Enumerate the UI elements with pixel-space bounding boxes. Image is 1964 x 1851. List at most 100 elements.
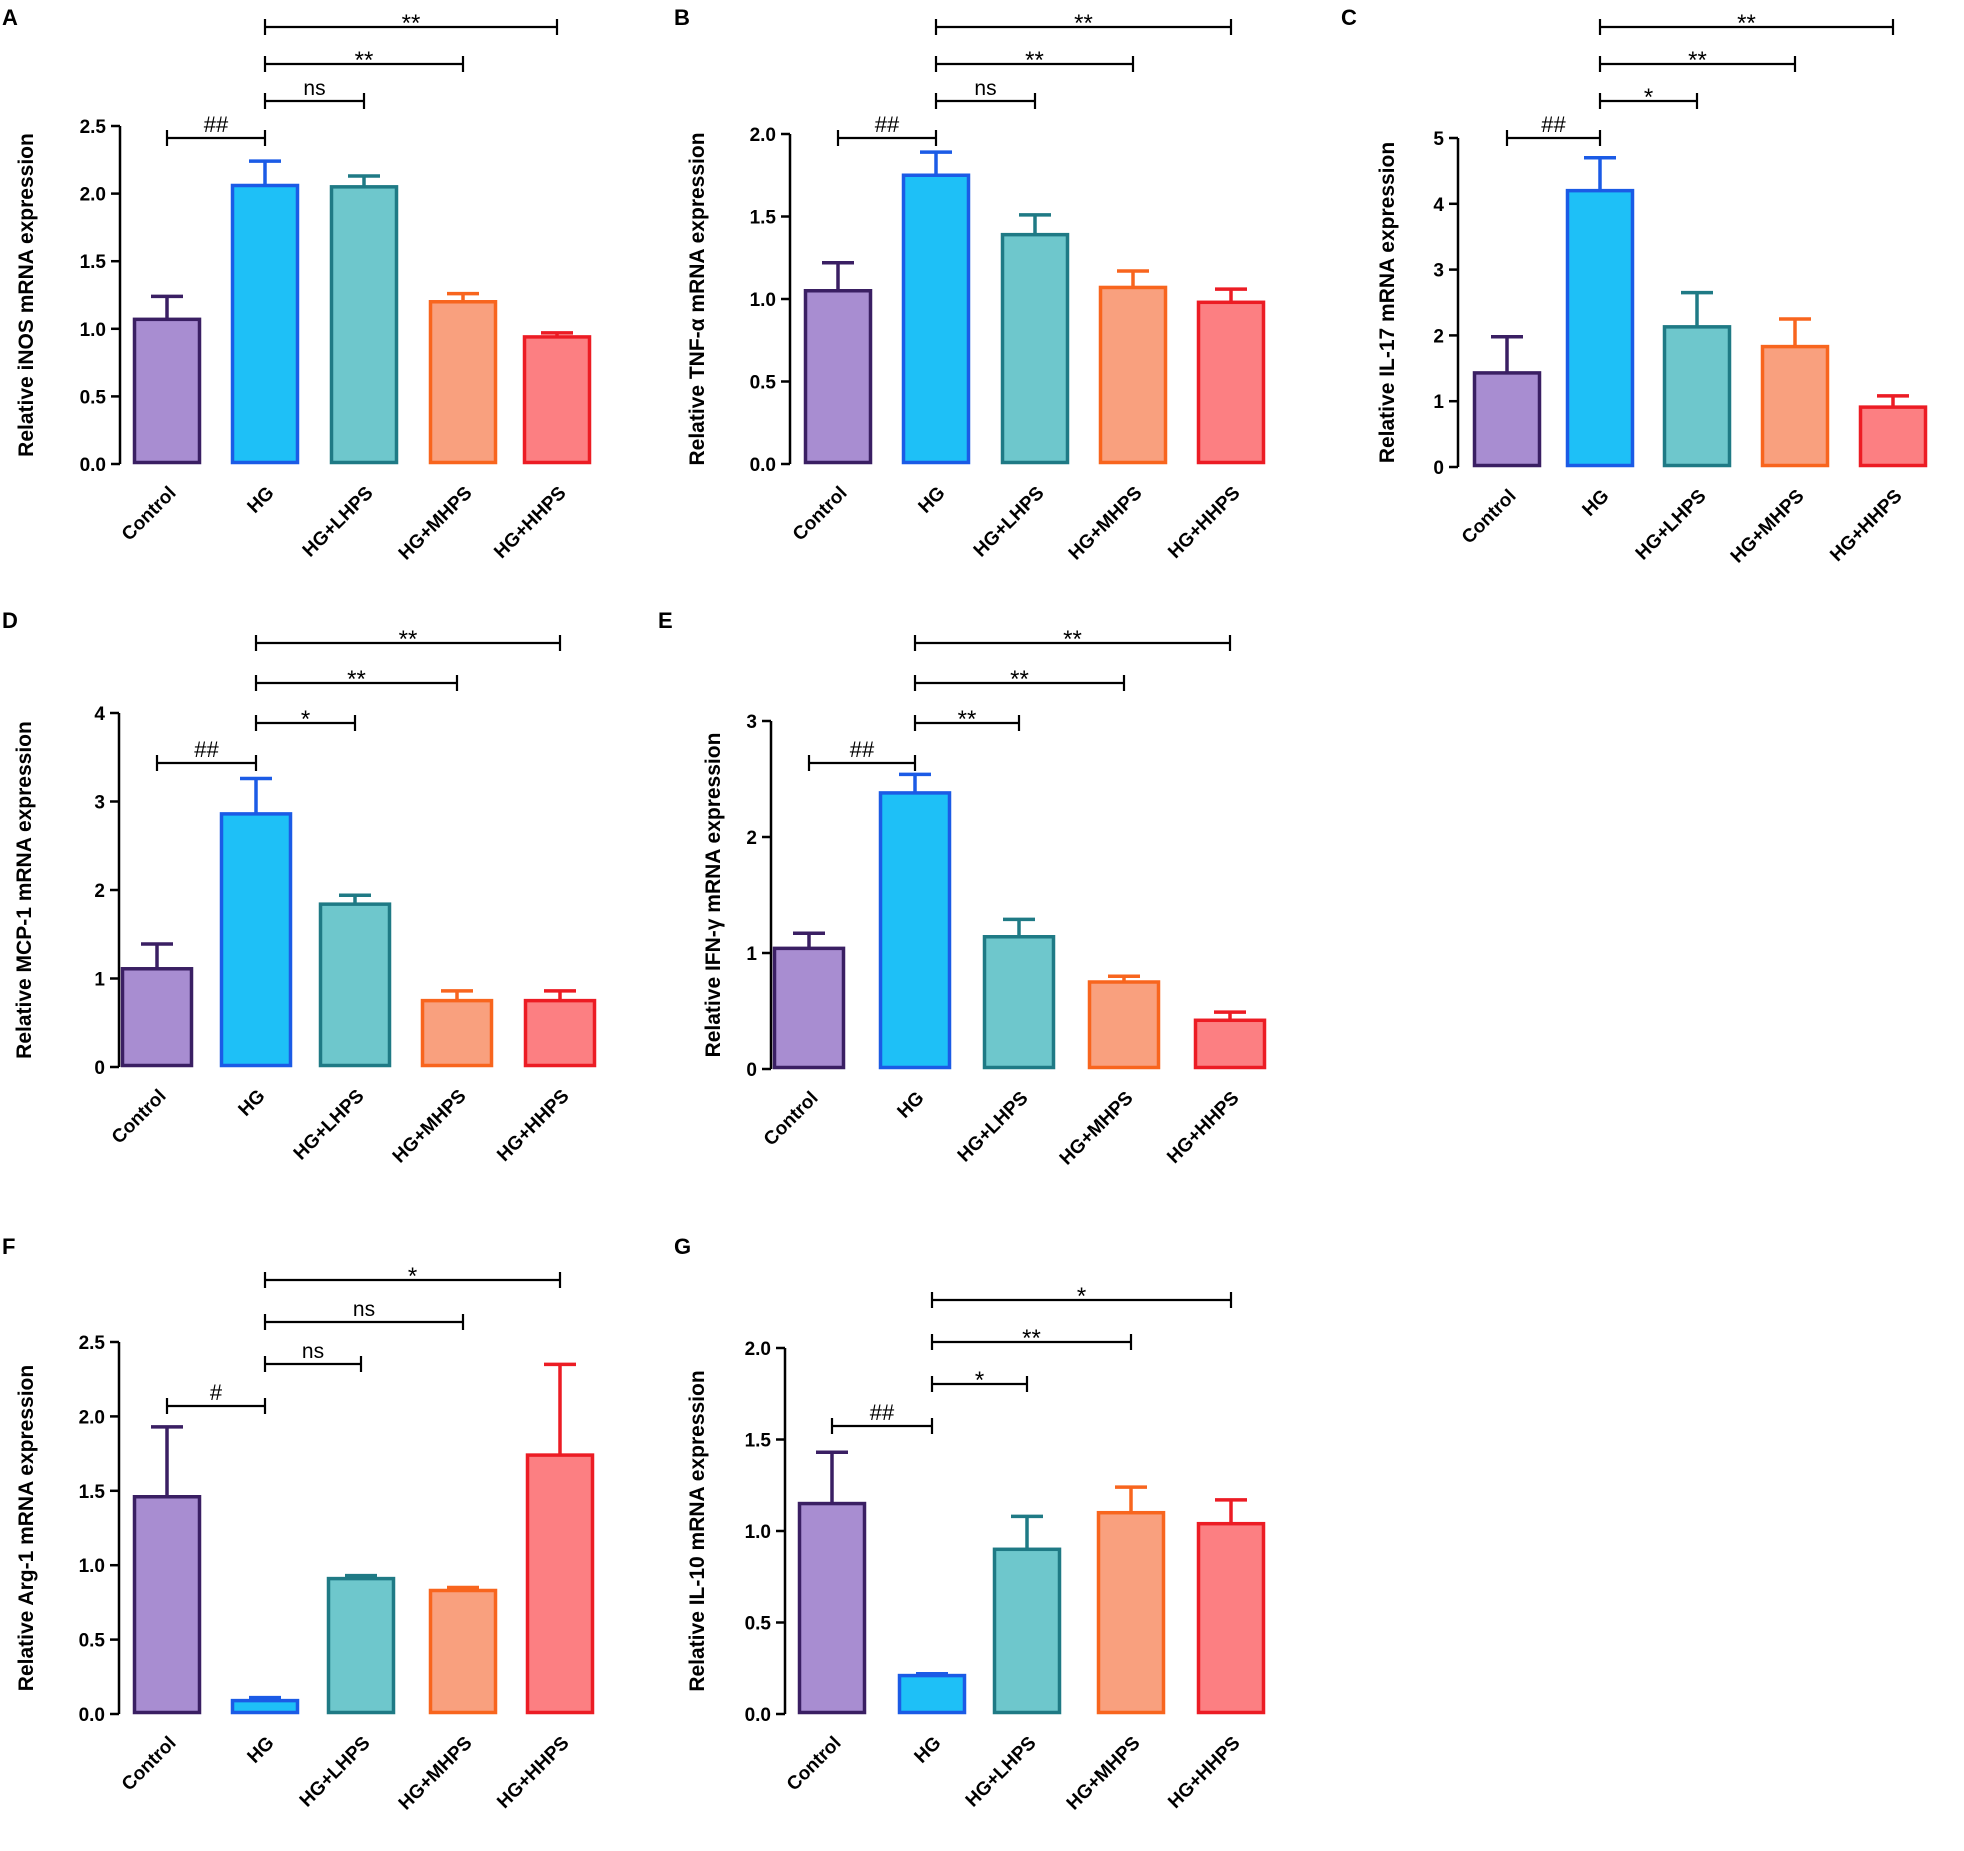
bar-hg-hhps	[525, 1453, 595, 1715]
y-tick-label: 4	[94, 704, 105, 725]
bar-hg-lhps	[326, 1576, 396, 1715]
bar-hg-mhps	[1760, 344, 1830, 468]
panel-b: B 0.0 0.5 1.0 1.5 2.0 Relative TNF-α mRNA expr…	[674, 5, 1266, 564]
bar-control	[1472, 371, 1542, 468]
y-axis-label: Relative IL-17 mRNA expression	[1376, 142, 1399, 463]
bar-hg-mhps	[1087, 980, 1161, 1070]
y-tick-label: 0	[1433, 458, 1444, 479]
bar-hg-mhps	[420, 998, 494, 1068]
x-category-label: Control	[108, 1086, 171, 1149]
x-category-label: HG	[1579, 486, 1614, 521]
panel-g: G 0.0 0.5 1.0 1.5 2.0 Relative IL-10 mRNA expr…	[674, 1234, 1266, 1814]
x-category-label: HG+LHPS	[962, 1733, 1041, 1812]
significance-label: #	[210, 1380, 223, 1405]
panel-d: D 0 1 2 3 4 Relative MCP-1 mRNA expression Cont…	[2, 608, 597, 1168]
bar-control	[803, 289, 873, 465]
x-category-label: HG+HHPS	[1163, 1088, 1243, 1168]
significance-label: ns	[974, 77, 996, 100]
significance-label: **	[1022, 1325, 1041, 1352]
significance-label: ##	[870, 1400, 895, 1425]
significance-label: **	[1063, 626, 1082, 653]
significance-label: **	[1737, 10, 1756, 37]
y-tick-label: 2.5	[79, 1333, 106, 1354]
x-category-label: HG	[894, 1088, 929, 1123]
bar-hg	[230, 183, 300, 465]
bar-hg	[219, 812, 293, 1068]
y-tick-label: 2.0	[750, 125, 776, 146]
y-axis-label: Relative Arg-1 mRNA expression	[15, 1365, 38, 1691]
y-tick-label: 2	[94, 881, 105, 902]
panel-letter: E	[658, 608, 673, 633]
significance-label: ##	[875, 112, 900, 137]
x-category-label: Control	[1458, 486, 1521, 549]
panel-letter: G	[674, 1234, 691, 1259]
y-tick-label: 1.5	[80, 252, 107, 273]
significance-label: **	[355, 47, 374, 74]
x-category-label: HG+HHPS	[1164, 483, 1244, 563]
y-axis-label: Relative IL-10 mRNA expression	[686, 1370, 709, 1691]
y-tick-label: 1.0	[80, 320, 106, 341]
bar-hg-mhps	[428, 300, 498, 465]
significance-label: ##	[850, 737, 875, 762]
x-category-label: HG+LHPS	[290, 1086, 369, 1165]
bar-hg	[901, 173, 971, 465]
bar-hg-lhps	[1662, 325, 1732, 468]
x-category-label: Control	[118, 1733, 181, 1796]
bar-control	[132, 1495, 202, 1715]
significance-label: **	[402, 10, 421, 37]
bar-hg-hhps	[1196, 1521, 1266, 1715]
bar-hg-mhps	[428, 1588, 498, 1715]
y-tick-label: 3	[94, 793, 105, 814]
x-category-label: HG+HHPS	[493, 1086, 573, 1166]
x-category-label: HG+MHPS	[1727, 486, 1809, 568]
y-tick-label: 1.5	[750, 208, 777, 229]
bar-hg	[230, 1698, 300, 1715]
y-tick-label: 0.0	[745, 1705, 771, 1726]
significance-label: **	[1074, 10, 1093, 37]
x-category-label: HG+LHPS	[296, 1733, 375, 1812]
significance-label: ##	[1541, 112, 1566, 137]
x-category-label: HG+HHPS	[493, 1733, 573, 1813]
x-category-label: HG	[915, 483, 950, 518]
x-category-label: HG+MHPS	[395, 1733, 477, 1815]
significance-label: ##	[194, 737, 219, 762]
x-category-label: HG+LHPS	[299, 483, 378, 562]
y-tick-label: 5	[1433, 129, 1444, 150]
significance-label: ns	[303, 77, 325, 100]
y-tick-label: 0.5	[80, 387, 107, 408]
bar-hg-mhps	[1098, 285, 1168, 465]
bar-hg-hhps	[1193, 1018, 1267, 1070]
panel-letter: B	[674, 5, 690, 30]
bar-hg	[1565, 188, 1635, 468]
x-category-label: HG+MHPS	[389, 1086, 471, 1168]
x-category-label: HG+HHPS	[1164, 1733, 1244, 1813]
significance-label: **	[1025, 47, 1044, 74]
y-tick-label: 0.5	[750, 373, 777, 394]
y-tick-label: 0.0	[79, 1705, 105, 1726]
y-tick-label: 1.0	[79, 1556, 105, 1577]
y-tick-label: 2.0	[80, 185, 106, 206]
x-category-label: Control	[118, 483, 181, 546]
x-category-label: HG	[911, 1733, 946, 1768]
y-tick-label: 0.0	[80, 455, 106, 476]
panel-letter: F	[2, 1234, 15, 1259]
significance-label: **	[347, 666, 366, 693]
bar-hg-hhps	[1858, 405, 1928, 468]
y-tick-label: 2	[746, 828, 757, 849]
x-category-label: Control	[783, 1733, 846, 1796]
y-tick-label: 0.5	[745, 1614, 772, 1635]
significance-label: **	[1688, 47, 1707, 74]
significance-label: ns	[302, 1340, 324, 1363]
panel-letter: C	[1341, 5, 1357, 30]
bar-control	[797, 1501, 867, 1715]
panel-e: E 0 1 2 3 Relative IFN-γ mRNA expression Contr…	[658, 608, 1267, 1169]
significance-label: ##	[204, 112, 229, 137]
y-tick-label: 2	[1433, 326, 1444, 347]
y-tick-label: 1.0	[750, 290, 776, 311]
significance-label: ns	[353, 1298, 375, 1321]
y-tick-label: 1.0	[745, 1522, 771, 1543]
y-tick-label: 1	[94, 970, 105, 991]
bar-hg-lhps	[318, 902, 392, 1068]
bar-hg-lhps	[992, 1547, 1062, 1715]
significance-label: **	[958, 706, 977, 733]
